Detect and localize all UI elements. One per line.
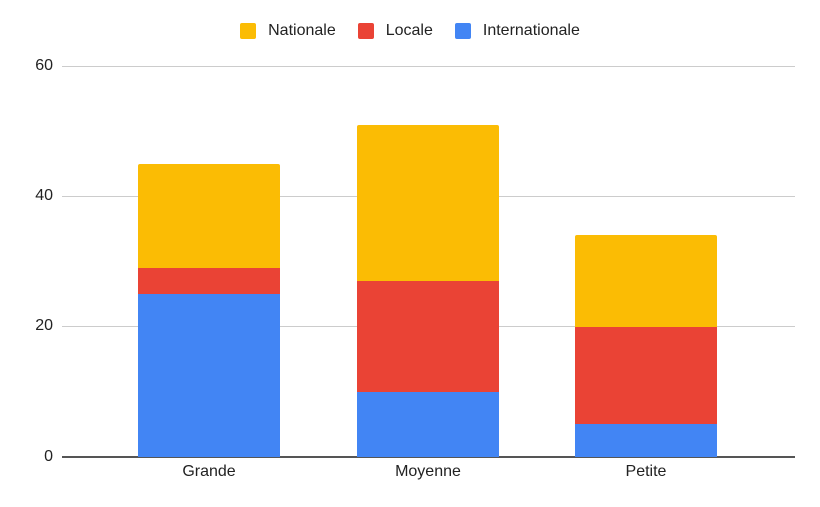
y-tick-label: 60 <box>35 57 53 74</box>
legend-item-internationale: Internationale <box>454 22 580 40</box>
legend-label: Nationale <box>268 22 336 39</box>
bar-segment-nationale <box>357 124 499 282</box>
bar-segment-internationale <box>357 391 499 457</box>
legend-label: Locale <box>385 22 433 39</box>
bar-moyenne <box>357 124 499 457</box>
legend-swatch-internationale <box>454 23 471 39</box>
legend-swatch-nationale <box>240 23 257 39</box>
y-tick-label: 0 <box>44 448 53 465</box>
y-tick-label: 20 <box>35 317 53 334</box>
bar-segment-internationale <box>575 424 717 457</box>
bar-grande <box>138 163 280 457</box>
bar-segment-nationale <box>575 235 717 327</box>
legend-label: Internationale <box>482 22 580 39</box>
gridline-60 <box>62 66 795 67</box>
chart-legend: Nationale Locale Internationale <box>0 22 820 40</box>
bar-segment-locale <box>575 326 717 425</box>
bar-segment-internationale <box>138 294 280 457</box>
bar-segment-locale <box>357 281 499 392</box>
bar-segment-nationale <box>138 163 280 269</box>
legend-item-nationale: Nationale <box>240 22 336 40</box>
x-tick-label: Grande <box>182 463 236 480</box>
y-tick-label: 40 <box>35 187 53 204</box>
legend-swatch-locale <box>357 23 374 39</box>
x-axis-line <box>62 456 795 458</box>
bar-segment-locale <box>138 268 280 295</box>
legend-item-locale: Locale <box>357 22 433 40</box>
x-tick-label: Petite <box>625 463 667 480</box>
bar-petite <box>575 235 717 457</box>
x-tick-label: Moyenne <box>395 463 461 480</box>
